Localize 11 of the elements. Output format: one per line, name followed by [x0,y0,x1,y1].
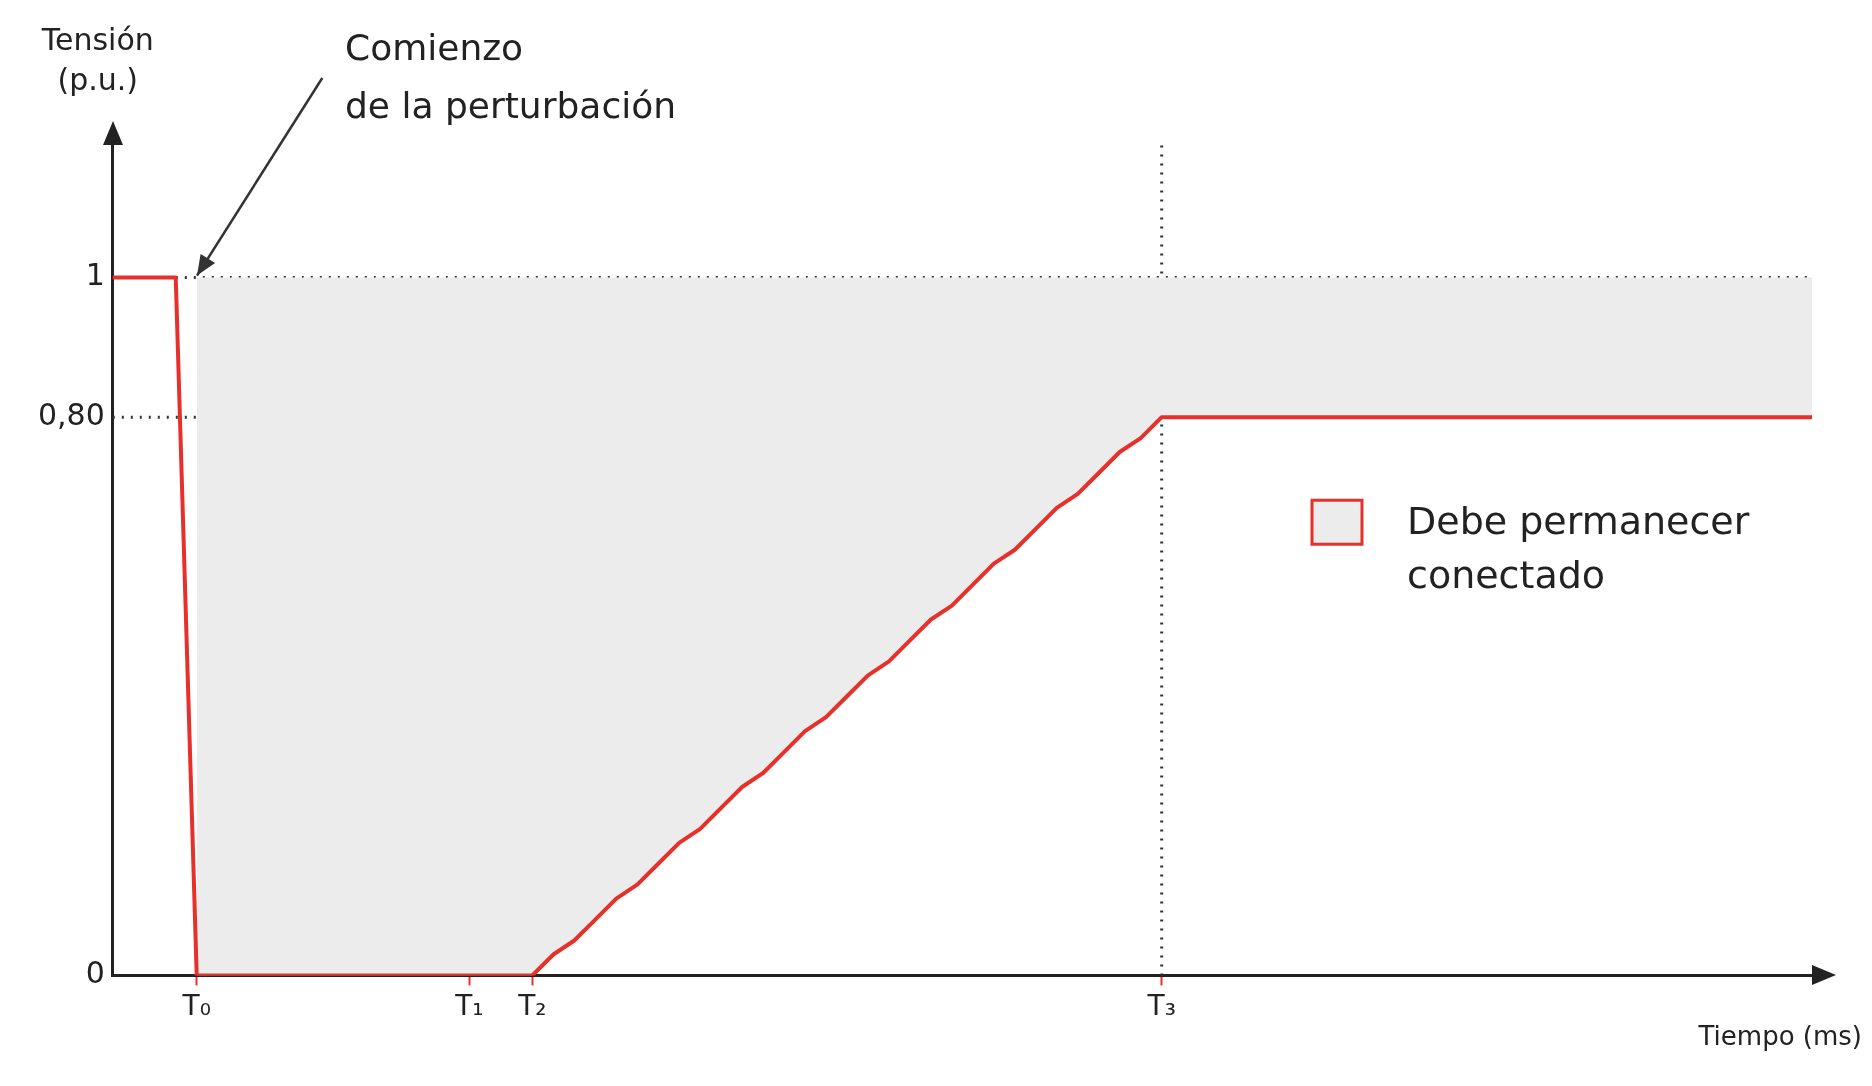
x-axis-title: Tiempo (ms) [1697,1021,1862,1052]
y-tick-label: 0 [85,955,105,991]
y-axis-title: Tensión (p.u.) [40,22,154,97]
x-tick-label: T₀ [181,989,211,1023]
x-tick-label: T₂ [517,989,547,1023]
legend-label: Debe permanecer conectado [1407,499,1750,598]
x-tick-label: T₁ [454,989,484,1023]
y-tick-label: 1 [85,257,105,293]
y-tick-label: 0,80 [38,396,105,432]
x-tick-label: T₃ [1146,989,1176,1023]
annotation: Comienzo de la perturbación [345,27,677,126]
